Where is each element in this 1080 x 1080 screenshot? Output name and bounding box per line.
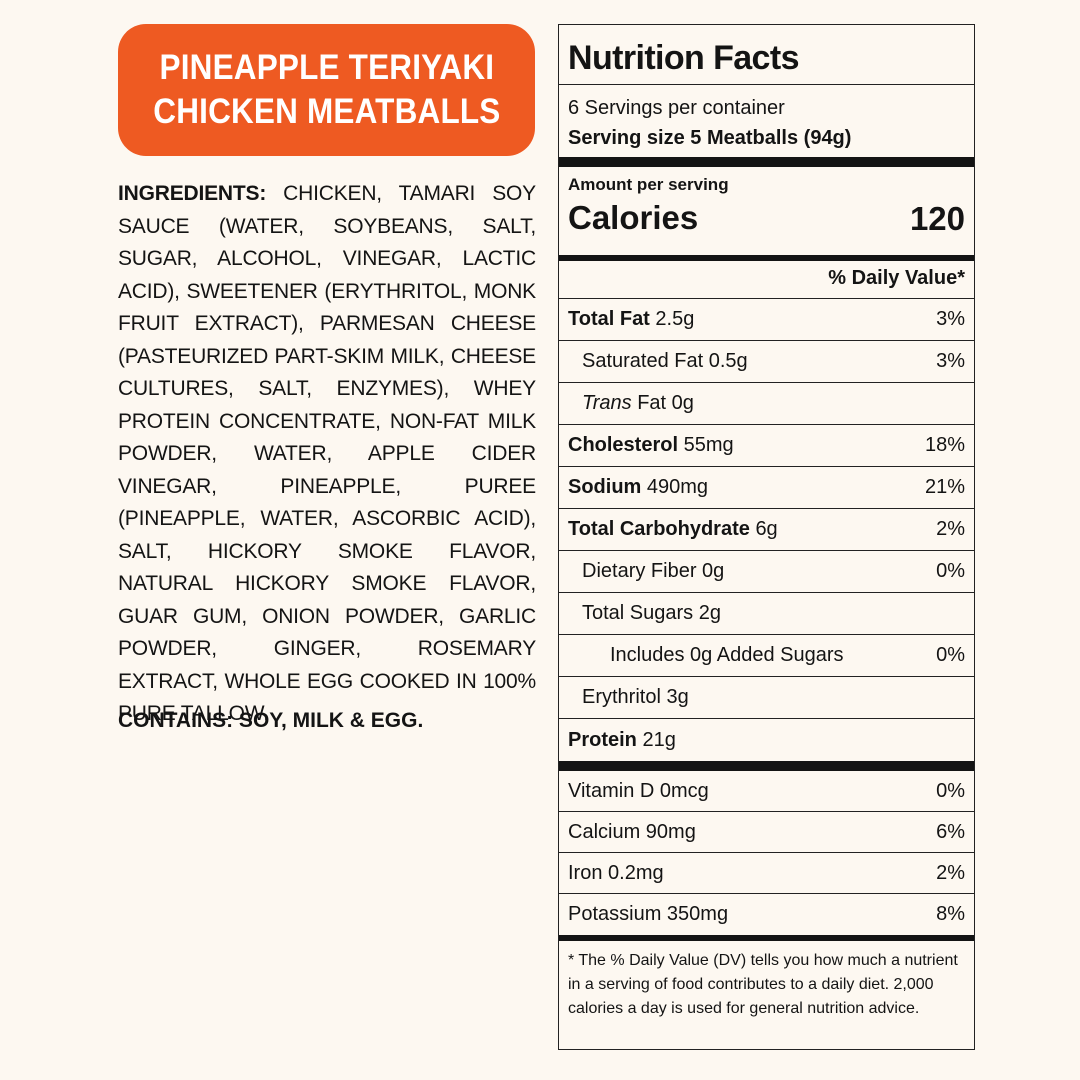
nutrition-facts-panel: Nutrition Facts 6 Servings per container… [558,24,975,1050]
ingredients-text: CHICKEN, TAMARI SOY SAUCE (WATER, SOYBEA… [118,182,536,725]
nutrient-name: Saturated Fat [582,350,704,372]
nutrient-name: Total Sugars [582,602,694,624]
nutrient-dv: 18% [924,434,965,456]
calories-value: 120 [909,200,965,237]
vitamin-name: Iron 0.2mg [568,861,664,884]
thick-divider [559,157,974,167]
daily-value-footnote: * The % Daily Value (DV) tells you how m… [568,952,958,1017]
calories-label: Calories [568,199,699,236]
nutrient-row-cholesterol: Cholesterol 55mg 18% [559,425,974,467]
nutrient-row-erythritol: Erythritol 3g [559,677,974,719]
nutrient-name: Total Carbohydrate [568,518,750,540]
nutrient-row-sodium: Sodium 490mg 21% [559,467,974,509]
vitamin-dv: 0% [936,779,965,802]
medium-divider [559,255,974,261]
product-title: PINEAPPLE TERIYAKI CHICKEN MEATBALLS [153,46,500,134]
nutrient-dv: 3% [936,350,965,372]
vitamin-row-vitamin-d: Vitamin D 0mcg 0% [559,771,974,812]
nutrition-facts-heading: Nutrition Facts [559,25,974,85]
nutrient-dv: 3% [936,308,965,330]
servings-info: 6 Servings per container Serving size 5 … [559,85,974,157]
nutrient-name: Includes 0g Added Sugars [610,644,844,666]
nutrient-amount: 2.5g [655,308,695,330]
nutrient-amount: 3g [666,686,689,708]
vitamin-name: Vitamin D 0mcg [568,779,709,802]
nutrient-row-dietary-fiber: Dietary Fiber 0g 0% [559,551,974,593]
nutrient-amount: 6g [755,518,778,540]
vitamin-name: Potassium 350mg [568,903,729,925]
nutrient-name: Protein [568,728,637,751]
vitamin-row-calcium: Calcium 90mg 6% [559,812,974,853]
medium-divider [559,935,974,941]
thick-divider [559,761,974,771]
nutrient-name: Erythritol [582,686,661,708]
nutrient-amount: 55mg [683,434,734,456]
product-title-line2: CHICKEN MEATBALLS [152,92,501,131]
allergen-statement: CONTAINS: SOY, MILK & EGG. [118,709,424,732]
nutrient-row-added-sugars: Includes 0g Added Sugars 0% [559,635,974,677]
nutrient-dv: 0% [936,644,965,666]
nutrient-dv: 0% [936,560,965,582]
nutrient-amount: 0g [702,560,725,582]
vitamin-row-potassium: Potassium 350mg 8% [559,894,974,935]
nutrient-row-protein: Protein 21g [559,719,974,761]
amount-per-serving: Amount per serving [568,175,729,194]
calories-section: Amount per serving Calories 120 [559,167,974,255]
nutrient-row-total-fat: Total Fat 2.5g 3% [559,299,974,341]
vitamin-name: Calcium 90mg [568,820,696,843]
nutrient-name: Sodium [568,476,642,498]
vitamin-dv: 6% [936,820,965,843]
nutrient-row-trans-fat: Trans Fat 0g [559,383,974,425]
nutrient-amount: 2g [698,602,721,624]
nutrient-amount: 490mg [646,476,709,498]
nutrient-row-saturated-fat: Saturated Fat 0.5g 3% [559,341,974,383]
servings-per-container: 6 Servings per container [568,97,785,119]
nutrient-amount: 0.5g [708,350,748,372]
nutrient-amount: Fat 0g [637,392,694,414]
serving-size: Serving size 5 Meatballs (94g) [568,127,852,149]
vitamin-row-iron: Iron 0.2mg 2% [559,853,974,894]
nutrient-name: Dietary Fiber [582,560,697,582]
nutrient-name: Total Fat [568,308,650,330]
daily-value-header: % Daily Value* [559,261,974,299]
nutrient-row-total-sugars: Total Sugars 2g [559,593,974,635]
nutrient-dv: 2% [936,518,965,540]
vitamin-dv: 8% [936,903,965,925]
product-title-line1: PINEAPPLE TERIYAKI [159,48,494,87]
nutrient-name: Cholesterol [568,434,679,456]
product-title-badge: PINEAPPLE TERIYAKI CHICKEN MEATBALLS [118,24,535,156]
nutrient-name: Trans [582,392,632,414]
ingredients-block: INGREDIENTS: CHICKEN, TAMARI SOY SAUCE (… [118,178,536,731]
vitamin-dv: 2% [936,861,965,884]
nutrient-dv: 21% [924,476,965,498]
nutrient-row-total-carbohydrate: Total Carbohydrate 6g 2% [559,509,974,551]
nutrient-amount: 21g [642,728,676,751]
ingredients-label: INGREDIENTS: [118,182,267,205]
